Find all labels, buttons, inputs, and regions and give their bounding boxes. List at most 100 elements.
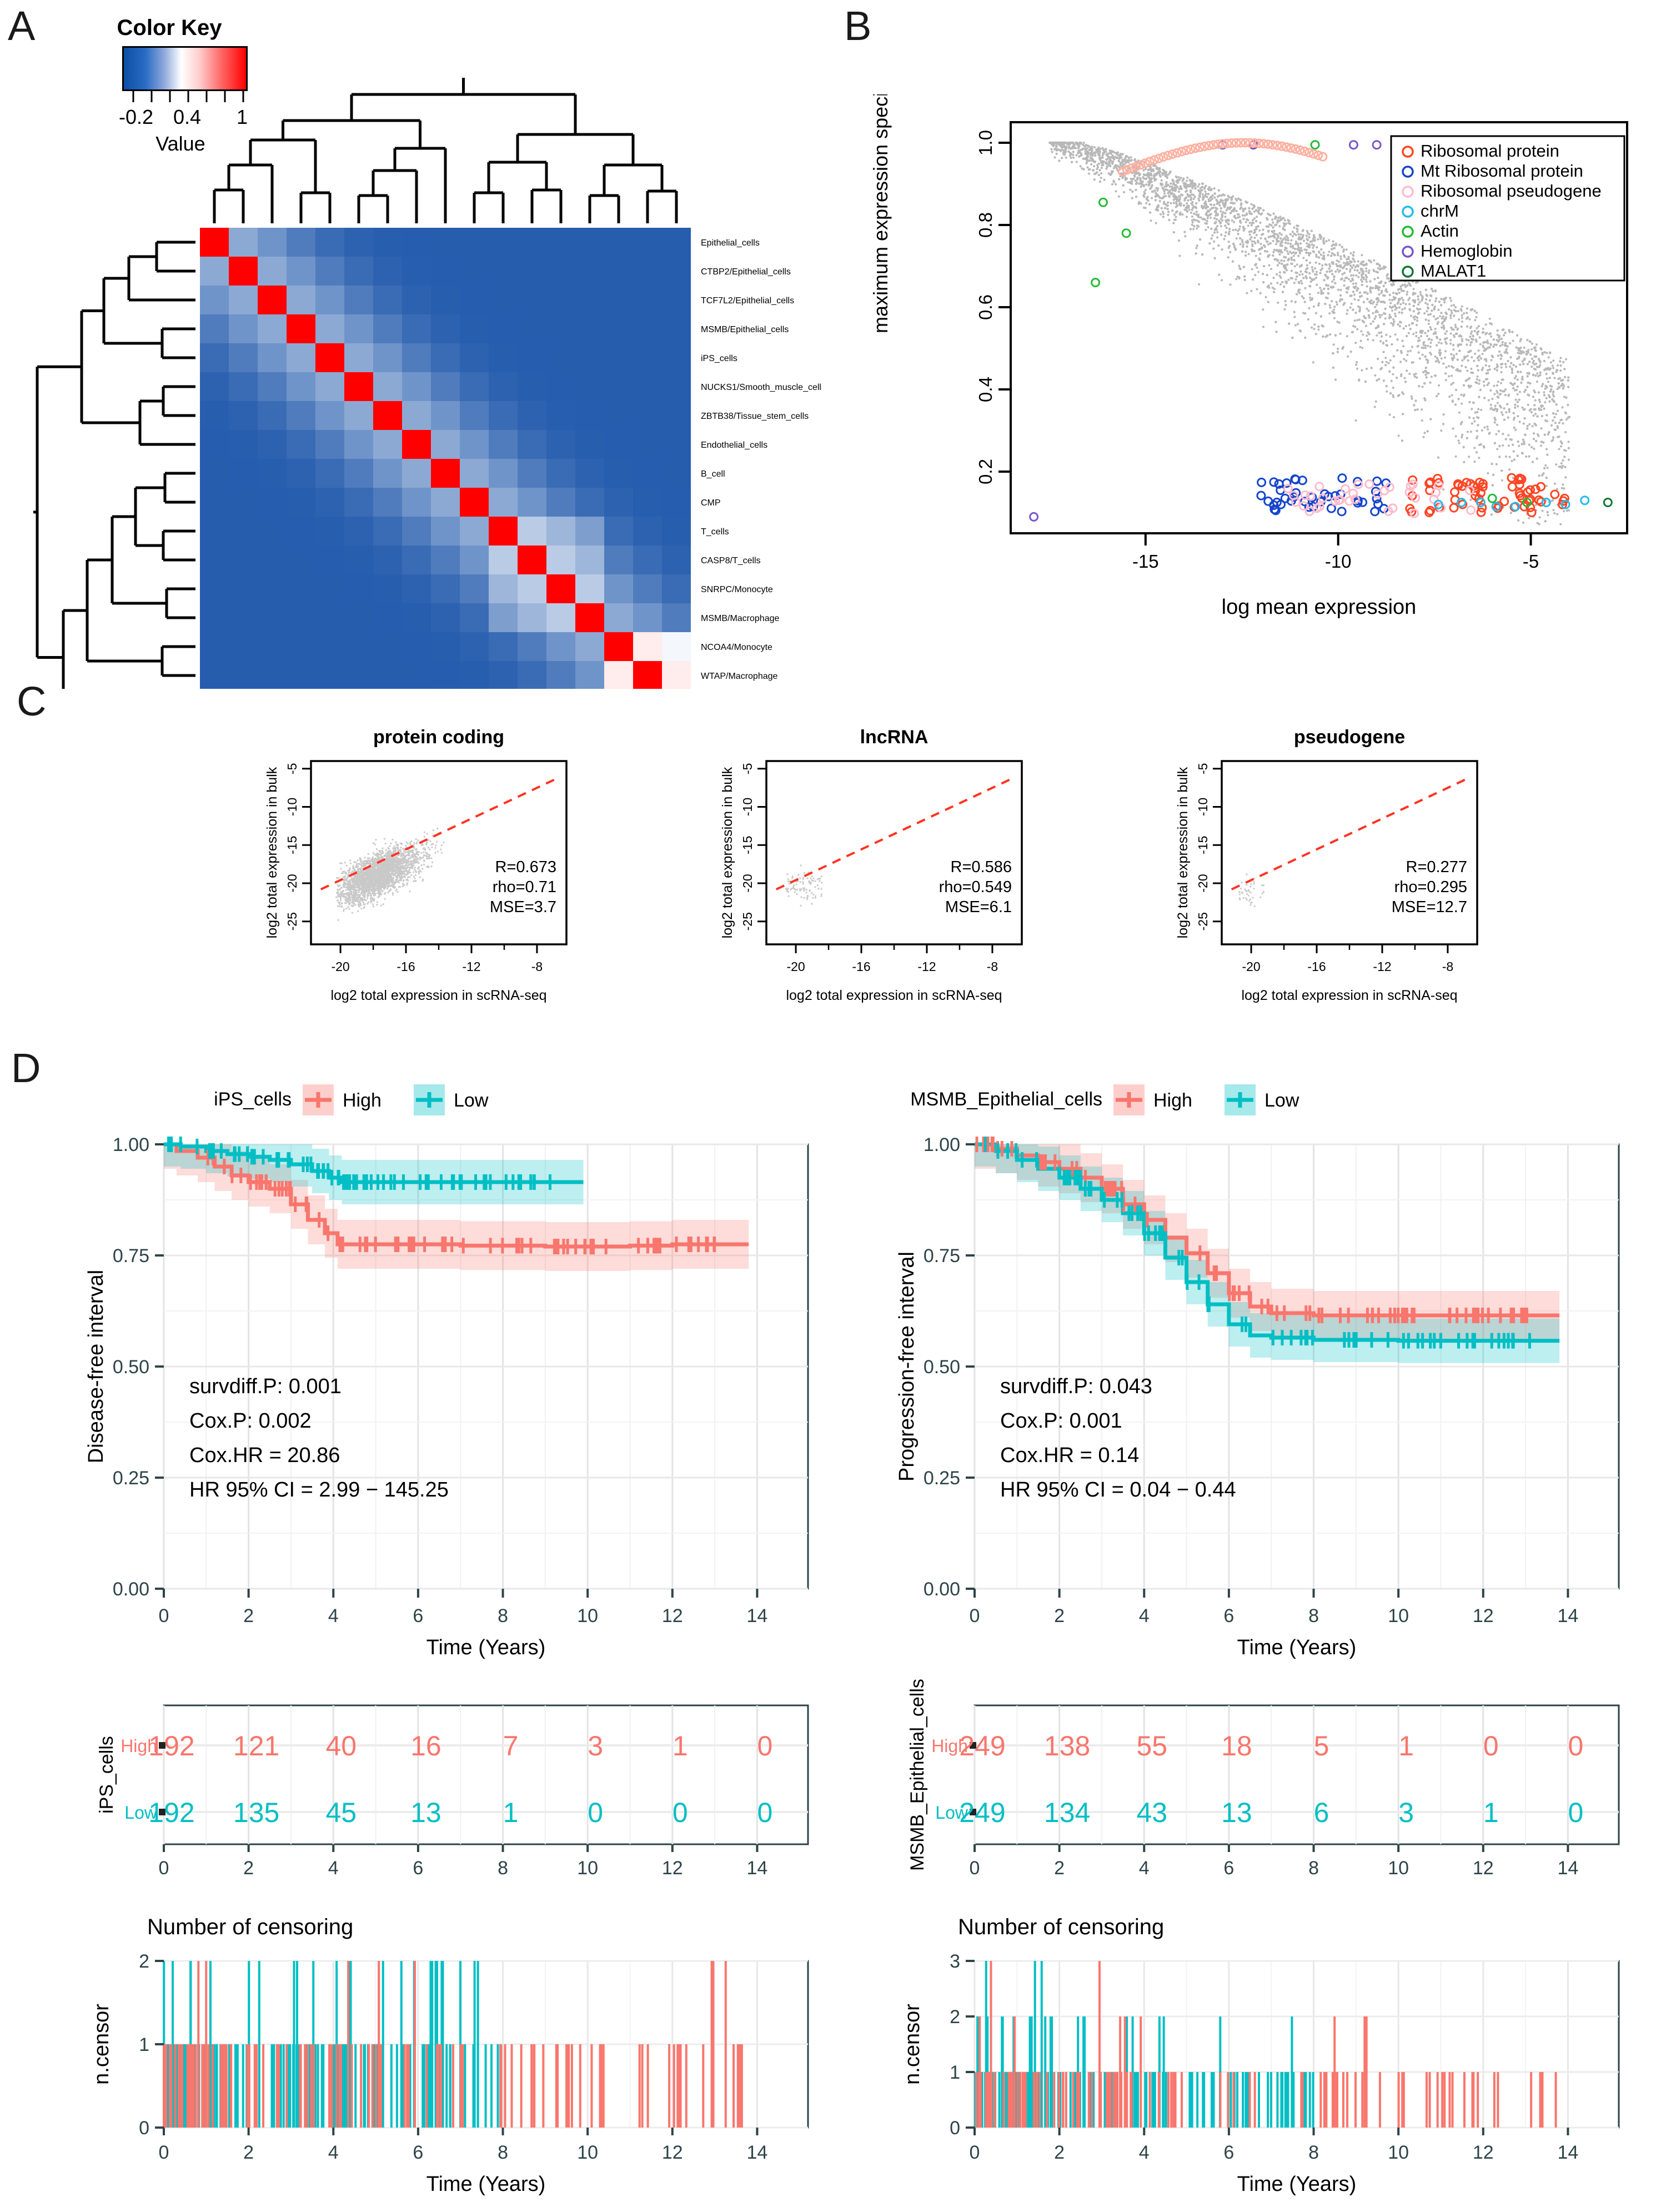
panel-b-point xyxy=(1448,308,1451,311)
panel-b-point xyxy=(1476,429,1478,432)
panel-b-point xyxy=(1343,256,1346,258)
panel-b-point xyxy=(1361,280,1363,283)
panel-b-point xyxy=(1283,286,1286,288)
heatmap-cell xyxy=(258,574,287,603)
heatmap-cell xyxy=(460,488,489,517)
panel-b-point xyxy=(1280,240,1283,243)
panel-b-point xyxy=(1378,313,1381,316)
panel-b-point xyxy=(1386,274,1388,277)
panel-b-point xyxy=(1556,369,1559,372)
panel-b-point xyxy=(1526,339,1529,342)
panel-b-point xyxy=(1405,359,1408,362)
heatmap-cell xyxy=(402,430,431,459)
panel-b-point xyxy=(1145,183,1148,186)
panel-b-point xyxy=(1272,254,1274,257)
panel-b-point xyxy=(1087,172,1091,175)
panel-b-point xyxy=(1565,358,1568,361)
panel-b-point xyxy=(1427,322,1430,326)
panel-b-point xyxy=(1451,358,1454,361)
panel-b-point xyxy=(1239,219,1242,222)
panel-b-point xyxy=(1503,390,1506,393)
panel-b-point xyxy=(1555,413,1558,416)
panel-b-point xyxy=(1161,211,1164,213)
panel-b-point xyxy=(1207,198,1210,201)
heatmap-cell xyxy=(373,228,402,257)
panel-b-point xyxy=(1296,227,1298,230)
heatmap-cell xyxy=(489,661,518,689)
panel-b-point xyxy=(1306,239,1309,242)
panel-b-point xyxy=(1182,178,1185,181)
panel-b-point xyxy=(1532,432,1535,435)
panel-b-point xyxy=(1203,195,1206,198)
panel-b-point xyxy=(1332,240,1334,243)
panel-b-point xyxy=(1180,177,1182,179)
panel-b-point xyxy=(1213,217,1216,220)
panel-b-point xyxy=(1287,278,1290,281)
panel-b-point xyxy=(1204,190,1207,193)
panel-b-point xyxy=(1557,386,1560,388)
panel-b-point xyxy=(1356,328,1359,331)
panel-b-point xyxy=(1106,154,1109,158)
panel-b-point xyxy=(1221,219,1224,222)
panel-b-point xyxy=(1337,288,1340,291)
panel-b-point xyxy=(1385,339,1388,342)
panel-b-point xyxy=(1496,423,1499,426)
panel-b-point xyxy=(1543,351,1546,354)
panel-b-point xyxy=(1433,306,1436,308)
panel-b-point xyxy=(1546,467,1549,469)
panel-b-point xyxy=(1283,308,1286,311)
panel-b-point xyxy=(1399,303,1402,306)
panel-b-point xyxy=(1358,318,1361,321)
panel-b-point xyxy=(1404,381,1407,383)
panel-b-point xyxy=(1354,342,1357,344)
panel-b-point xyxy=(1227,198,1230,201)
panel-b-point xyxy=(1514,428,1517,432)
panel-b-point xyxy=(1149,166,1152,169)
panel-b-point xyxy=(1183,199,1186,202)
panel-b-point xyxy=(1113,165,1116,168)
panel-b-point xyxy=(1289,233,1292,236)
heatmap-cell xyxy=(604,372,633,401)
panel-b-point xyxy=(1118,178,1121,181)
heatmap-cell xyxy=(518,661,546,689)
panel-b-point xyxy=(1153,189,1156,192)
panel-b-point xyxy=(1539,360,1542,363)
panel-b-point xyxy=(1130,156,1132,159)
panel-b-point xyxy=(1483,397,1486,399)
panel-b-point xyxy=(1552,395,1555,398)
panel-b-point xyxy=(1245,200,1247,203)
panel-b-point xyxy=(1539,347,1542,350)
panel-b-point xyxy=(1526,375,1529,378)
panel-b-point xyxy=(1277,217,1280,219)
panel-b-point xyxy=(1303,301,1306,303)
heatmap-cell xyxy=(258,286,287,314)
panel-b-point xyxy=(1498,338,1501,341)
heatmap-cell xyxy=(575,603,604,632)
panel-b-point xyxy=(1545,484,1548,487)
panel-b-point xyxy=(1163,207,1167,209)
panel-b-point xyxy=(1449,339,1452,342)
panel-b-point xyxy=(1532,362,1534,364)
panel-b-point xyxy=(1175,206,1177,208)
panel-b-point xyxy=(1212,247,1215,250)
panel-b-point xyxy=(1273,224,1277,227)
panel-b-point xyxy=(1259,243,1262,246)
panel-b-point xyxy=(1308,243,1311,246)
panel-b-point xyxy=(1417,303,1419,306)
panel-b-point xyxy=(1254,263,1257,266)
panel-b-point xyxy=(1237,197,1240,200)
panel-b-point xyxy=(1185,183,1187,186)
panel-b-point xyxy=(1287,219,1289,222)
panel-b-point xyxy=(1335,301,1338,303)
panel-b-point xyxy=(1173,193,1176,196)
panel-b-point xyxy=(1533,408,1535,411)
panel-b-point xyxy=(1349,280,1352,283)
heatmap-cell xyxy=(604,228,633,257)
panel-b-point xyxy=(1082,141,1085,144)
panel-b-point xyxy=(1497,340,1500,343)
panel-b-point xyxy=(1512,387,1515,390)
panel-b-point xyxy=(1538,516,1541,519)
panel-b-point xyxy=(1401,391,1404,394)
panel-b-point xyxy=(1339,258,1342,261)
panel-b-point xyxy=(1299,247,1302,249)
